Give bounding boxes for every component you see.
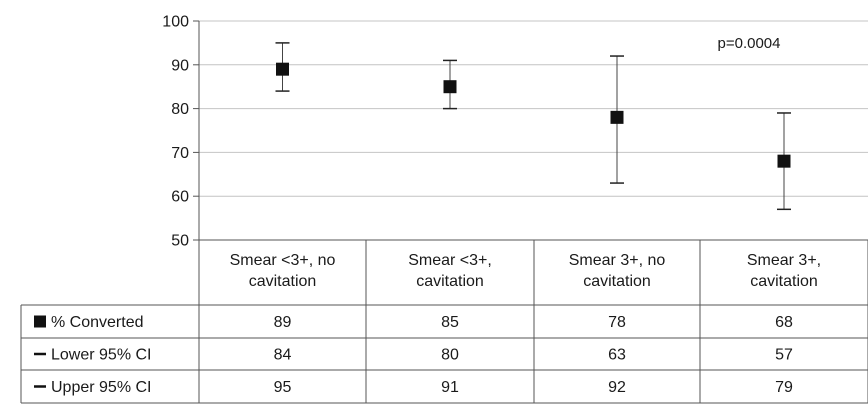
- table-cell: 84: [274, 347, 292, 364]
- y-tick-label: 50: [171, 233, 189, 250]
- category-label: cavitation: [583, 273, 651, 290]
- table-cell: 78: [608, 314, 626, 331]
- category-label: Smear <3+,: [408, 252, 492, 269]
- table-cell: 80: [441, 347, 459, 364]
- data-table: Smear <3+, no cavitation Smear <3+, cavitat…: [20, 240, 868, 404]
- table-cell: 79: [775, 379, 793, 396]
- table-cell: 92: [608, 379, 626, 396]
- table-cell: 68: [775, 314, 793, 331]
- y-tick-label: 60: [171, 189, 189, 206]
- data-point: [276, 62, 289, 76]
- series-name: % Converted: [51, 314, 144, 331]
- data-point: [443, 80, 457, 94]
- table-cell: 63: [608, 347, 626, 364]
- table-cell: 85: [441, 314, 459, 331]
- category-label: cavitation: [750, 273, 818, 290]
- category-label: cavitation: [416, 273, 484, 290]
- gridlines: [199, 20, 868, 197]
- y-tick-label: 100: [162, 14, 189, 31]
- p-value-annotation: p=0.0004: [718, 35, 781, 52]
- y-tick-label: 80: [171, 101, 189, 118]
- series-name: Upper 95% CI: [51, 379, 152, 396]
- y-tick-label: 90: [171, 57, 189, 74]
- data-point: [610, 110, 624, 124]
- table-cell: 57: [775, 347, 793, 364]
- legend-key-marker: [34, 315, 46, 328]
- y-tick-label: 70: [171, 145, 189, 162]
- table-cell: 95: [274, 379, 292, 396]
- y-axis: 50 60 70 80 90 100: [162, 14, 868, 403]
- category-label: cavitation: [249, 273, 317, 290]
- table-cell: 91: [441, 379, 459, 396]
- category-label: Smear 3+, no: [569, 252, 666, 269]
- table-cell: 89: [274, 314, 292, 331]
- data-point: [777, 154, 791, 168]
- series-name: Lower 95% CI: [51, 347, 152, 364]
- category-label: Smear 3+,: [747, 252, 821, 269]
- category-label: Smear <3+, no: [230, 252, 336, 269]
- plot-marks: [275, 42, 791, 211]
